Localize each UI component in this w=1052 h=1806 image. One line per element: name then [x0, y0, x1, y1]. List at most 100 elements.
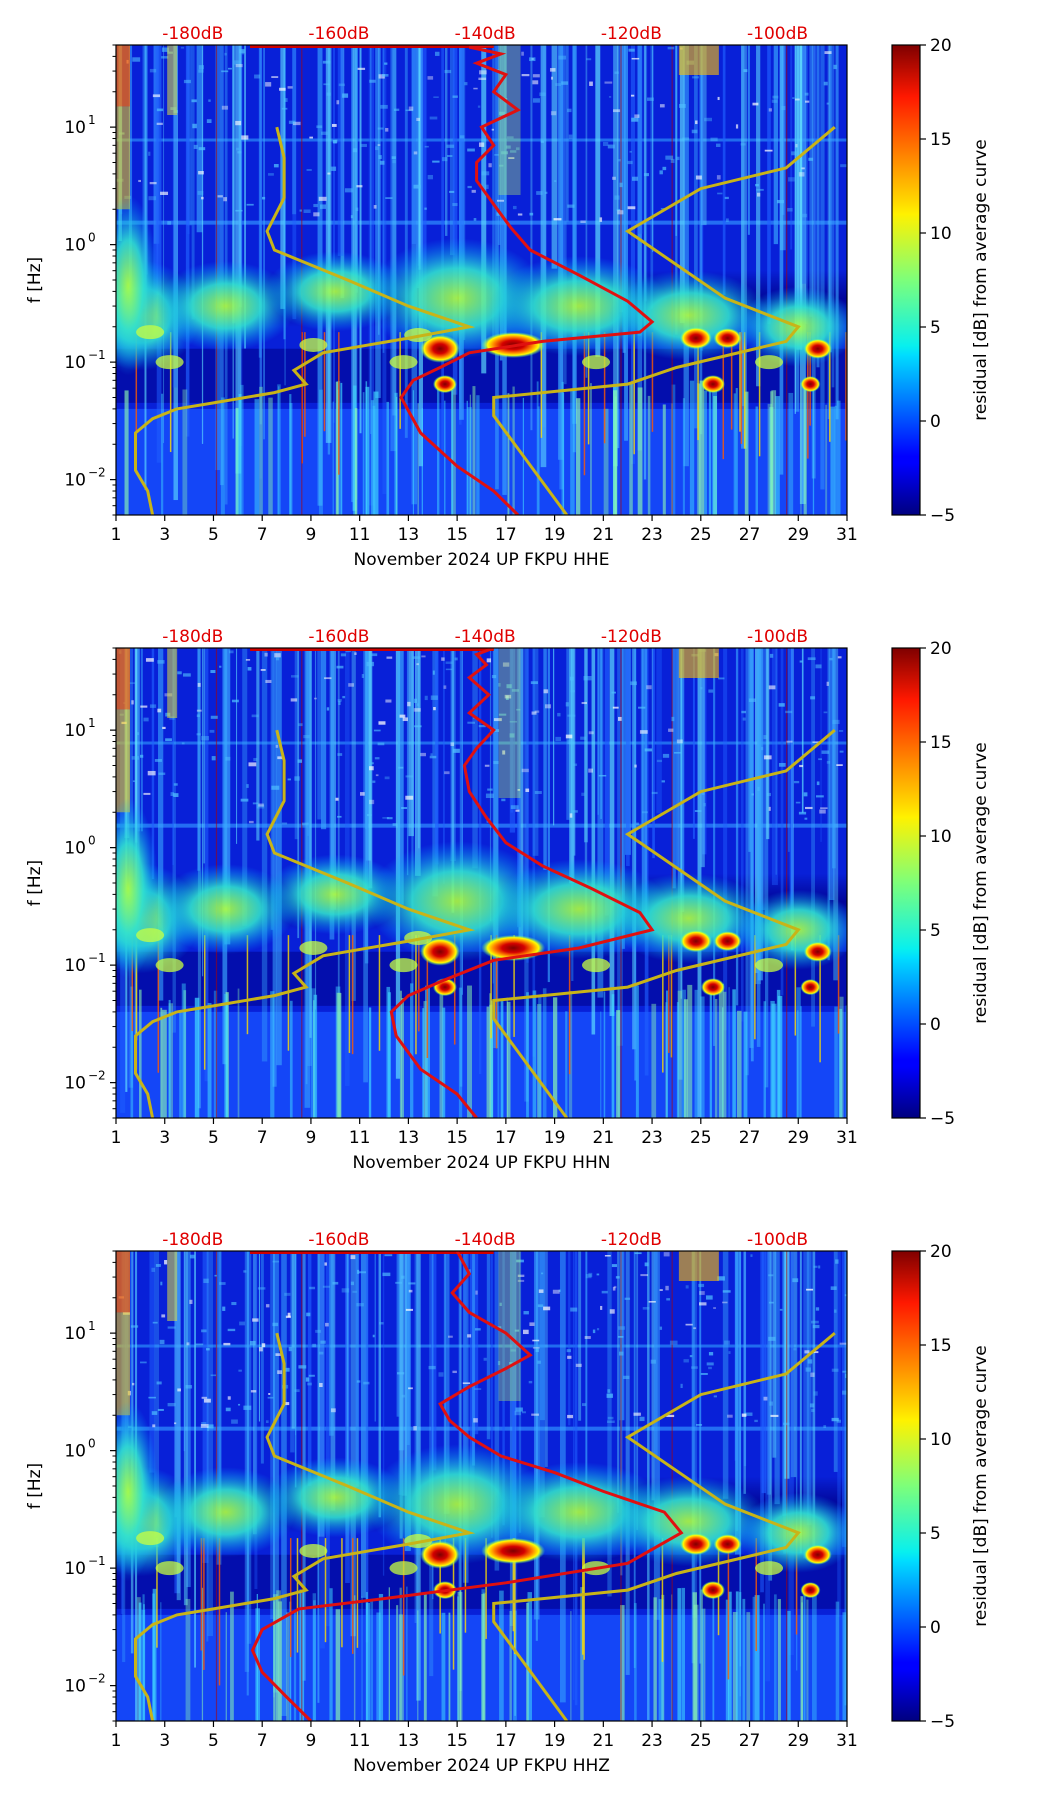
- speckle: [528, 1380, 533, 1384]
- speckle: [285, 1315, 291, 1319]
- speckle: [756, 192, 761, 197]
- activity-stripe: [333, 45, 335, 423]
- low-freq-streak: [286, 1612, 290, 1721]
- speckle: [241, 50, 245, 55]
- activity-stripe: [790, 1251, 797, 1478]
- speckle: [240, 798, 249, 802]
- activity-stripe: [350, 1251, 356, 1637]
- speckle: [333, 139, 337, 144]
- speckle: [510, 150, 517, 153]
- speckle: [491, 128, 494, 131]
- speckle: [167, 1402, 176, 1407]
- activity-stripe: [532, 648, 536, 1057]
- transient-spike: [722, 332, 725, 460]
- speckle: [704, 117, 713, 122]
- transient-spike: [513, 935, 515, 1037]
- activity-stripe: [491, 1251, 493, 1538]
- speckle: [532, 98, 540, 103]
- activity-stripe: [513, 1251, 518, 1616]
- y-tick-label: 10: [64, 471, 86, 491]
- low-freq-streak: [825, 404, 828, 515]
- speckle: [493, 761, 499, 765]
- speckle: [161, 1314, 166, 1318]
- speckle: [801, 167, 805, 170]
- speckle: [239, 1321, 245, 1326]
- speckle: [543, 689, 549, 694]
- y-tick-exponent: −1: [88, 951, 106, 965]
- activity-stripe: [692, 648, 695, 839]
- speckle: [751, 793, 754, 796]
- speckle: [259, 1347, 263, 1352]
- speckle: [768, 1336, 776, 1341]
- low-freq-streak: [401, 998, 404, 1118]
- low-freq-streak: [235, 407, 239, 515]
- low-freq-streak: [238, 393, 242, 515]
- psd-curve: [250, 1251, 684, 1721]
- speckle: [301, 822, 309, 826]
- speckle: [416, 663, 419, 666]
- activity-stripe: [790, 45, 793, 250]
- low-freq-streak: [152, 1593, 155, 1721]
- storm-blob: [803, 941, 832, 962]
- activity-stripe: [494, 1251, 500, 1571]
- y-tick-label: 10: [64, 839, 86, 859]
- speckle: [154, 759, 162, 762]
- speckle: [627, 160, 633, 165]
- speckle: [380, 104, 388, 109]
- speckle: [267, 1396, 274, 1399]
- x-tick-label: 21: [593, 1731, 615, 1751]
- speckle: [840, 164, 847, 168]
- transient-spike: [740, 332, 743, 444]
- speckle: [812, 741, 820, 743]
- x-tick-label: 1: [111, 525, 122, 545]
- speckle: [673, 751, 682, 754]
- transient-spike: [583, 332, 586, 476]
- speckle: [152, 1424, 156, 1428]
- storm-blob: [713, 1534, 742, 1555]
- activity-stripe: [735, 648, 739, 1006]
- speckle: [416, 117, 420, 121]
- x-tick-label: 9: [306, 525, 317, 545]
- speckle: [573, 763, 578, 766]
- speckle: [618, 1351, 624, 1356]
- speckle: [265, 82, 272, 87]
- low-freq-streak: [689, 380, 695, 515]
- speckle: [438, 1372, 444, 1377]
- speckle: [312, 1343, 317, 1348]
- speckle: [207, 1426, 211, 1429]
- low-freq-streak: [442, 1007, 446, 1118]
- speckle: [201, 1396, 208, 1399]
- speckle: [164, 1260, 168, 1265]
- transient-spike: [351, 935, 354, 1055]
- activity-stripe: [364, 648, 369, 964]
- low-freq-streak: [365, 381, 368, 515]
- low-freq-streak: [774, 1594, 777, 1721]
- activity-stripe: [153, 45, 159, 337]
- speckle: [424, 145, 429, 148]
- colorbar-tick-label: 0: [930, 412, 941, 432]
- transient-spike: [402, 1538, 405, 1676]
- speckle: [305, 1377, 310, 1382]
- activity-stripe: [699, 45, 703, 435]
- speckle: [485, 793, 494, 799]
- speckle: [454, 657, 458, 661]
- activity-stripe: [837, 1251, 841, 1617]
- speckle: [722, 1301, 728, 1304]
- speckle: [768, 806, 771, 811]
- speckle: [413, 1426, 417, 1431]
- speckle: [532, 1339, 540, 1342]
- x-tick-label: 21: [593, 1128, 615, 1148]
- speckle: [225, 1407, 231, 1412]
- activity-stripe: [140, 648, 143, 832]
- x-tick-label: 5: [208, 1731, 219, 1751]
- speckle: [799, 764, 804, 768]
- activity-stripe: [741, 45, 747, 449]
- speckle: [609, 1309, 615, 1314]
- speckle: [769, 1401, 773, 1406]
- low-freq-streak: [386, 401, 390, 515]
- activity-stripe: [820, 45, 825, 490]
- speckle: [538, 1289, 544, 1293]
- speckle: [615, 1276, 620, 1279]
- speckle: [743, 69, 748, 73]
- storm-blob: [800, 1582, 821, 1599]
